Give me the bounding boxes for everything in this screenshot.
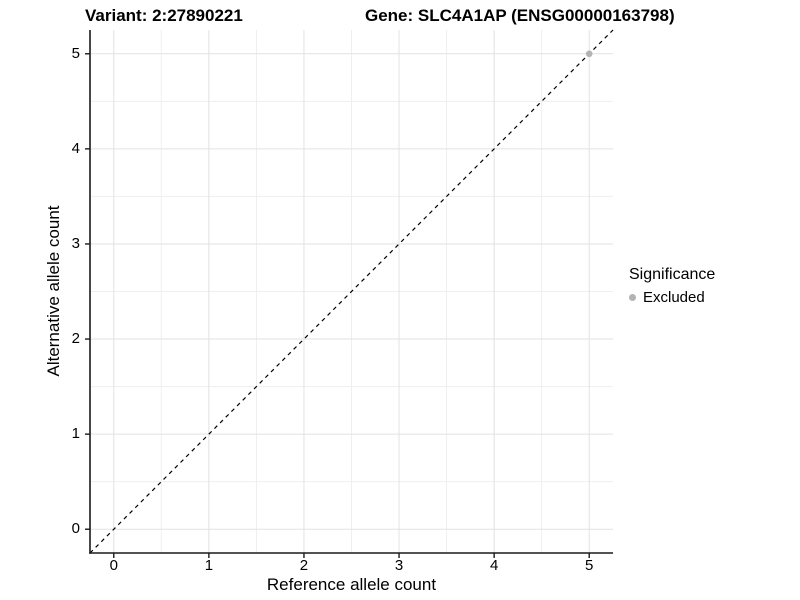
- y-tick-label: 3: [71, 234, 80, 252]
- plot-title-gene: Gene: SLC4A1AP (ENSG00000163798): [365, 6, 675, 25]
- x-tick-label: 5: [585, 557, 594, 574]
- x-tick-label: 0: [109, 557, 118, 574]
- x-tick-label: 1: [204, 557, 214, 574]
- legend-item-excluded: Excluded: [629, 289, 715, 306]
- excluded-marker-icon: [629, 294, 636, 301]
- x-tick-label: 4: [489, 557, 499, 574]
- legend: Significance Excluded: [629, 266, 715, 306]
- x-tick-label: 2: [299, 557, 309, 574]
- y-tick-label: 0: [71, 520, 80, 538]
- legend-title: Significance: [629, 266, 716, 283]
- x-tick-label: 3: [394, 557, 404, 574]
- y-tick-label: 5: [71, 44, 80, 62]
- y-tick-label: 2: [71, 330, 80, 348]
- plot-title-variant: Variant: 2:27890221: [85, 6, 243, 25]
- y-tick-label: 1: [71, 425, 80, 443]
- data-point-excluded: [585, 50, 593, 58]
- legend-item-label: Excluded: [643, 289, 705, 306]
- y-tick-label: 4: [71, 139, 80, 157]
- x-axis-label: Reference allele count: [266, 575, 437, 594]
- y-axis-label: Alternative allele count: [44, 205, 63, 377]
